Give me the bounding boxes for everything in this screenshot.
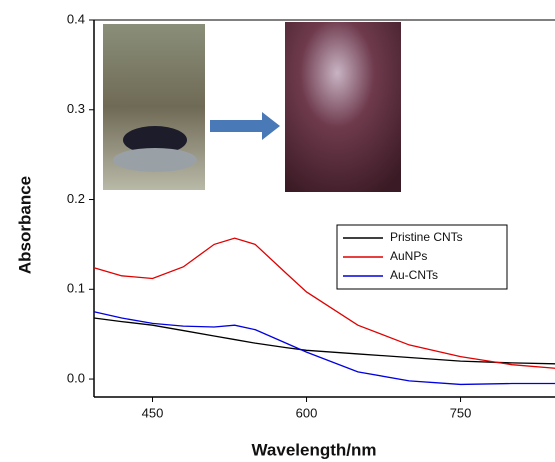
photo-flask xyxy=(103,24,205,190)
legend-label: AuNPs xyxy=(390,249,427,263)
photo-solution xyxy=(285,22,401,192)
data-line xyxy=(93,237,555,369)
data-line xyxy=(93,317,555,365)
y-tick-label: 0.2 xyxy=(67,191,85,206)
data-line xyxy=(93,311,555,386)
x-tick-label: 450 xyxy=(142,405,164,420)
y-tick-label: 0.0 xyxy=(67,370,85,385)
y-tick-label: 0.1 xyxy=(67,281,85,296)
legend: Pristine CNTs AuNPs Au-CNTs xyxy=(336,224,508,290)
x-tick-label: 750 xyxy=(450,405,472,420)
y-axis-title: Absorbance xyxy=(15,176,34,274)
x-axis-title: Wavelength/nm xyxy=(252,440,377,459)
legend-label: Pristine CNTs xyxy=(390,230,463,244)
arrow xyxy=(210,112,280,140)
legend-label: Au-CNTs xyxy=(390,268,438,282)
x-tick-label: 600 xyxy=(296,405,318,420)
y-tick-label: 0.4 xyxy=(67,11,85,26)
y-tick-label: 0.3 xyxy=(67,101,85,116)
